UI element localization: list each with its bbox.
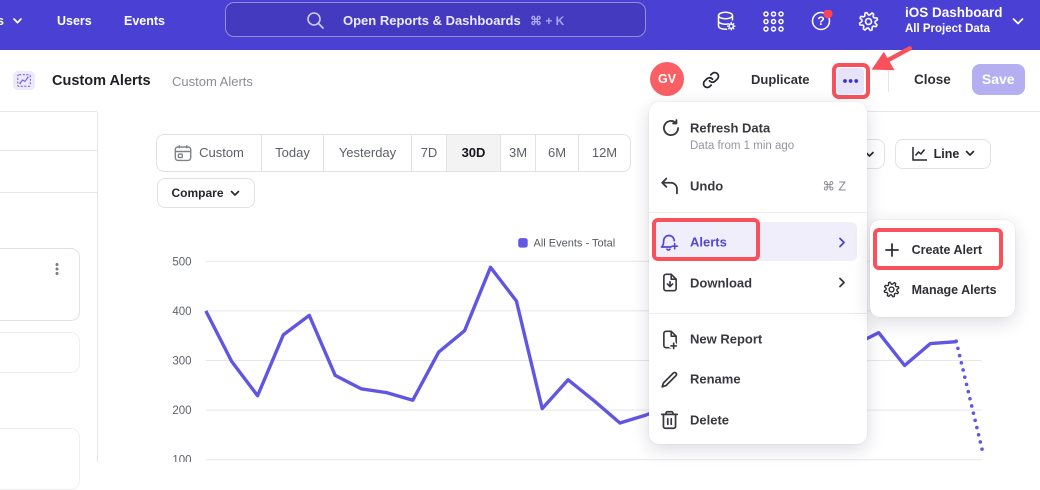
svg-text:200: 200 bbox=[172, 405, 191, 417]
svg-text:300: 300 bbox=[172, 356, 191, 368]
svg-text:?: ? bbox=[817, 14, 824, 28]
svg-text:All Events - Total: All Events - Total bbox=[534, 238, 616, 250]
svg-text:500: 500 bbox=[172, 256, 191, 268]
svg-text:100: 100 bbox=[172, 455, 191, 462]
svg-text:400: 400 bbox=[172, 306, 191, 318]
